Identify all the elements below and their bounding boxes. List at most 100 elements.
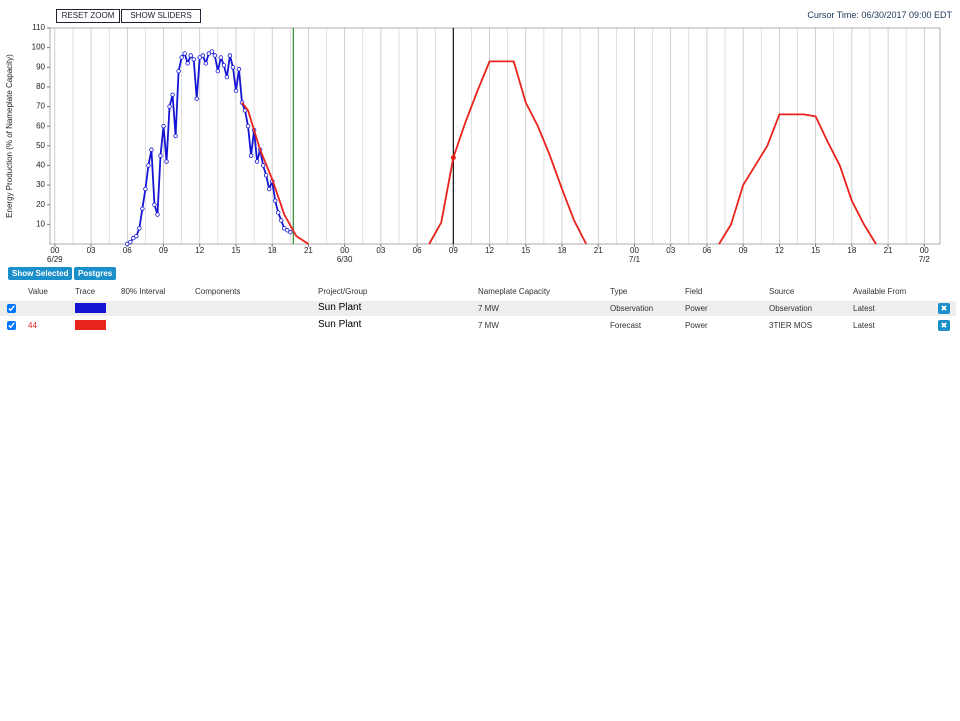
data-point (164, 159, 169, 164)
data-point (212, 53, 218, 58)
cell-project: Sun Plant (318, 302, 362, 313)
data-point (176, 68, 181, 74)
y-tick-label: 50 (36, 141, 45, 150)
plot-area (49, 27, 941, 245)
x-tick-label: 00 (50, 246, 59, 255)
row-checkbox[interactable] (7, 321, 16, 330)
data-point (149, 147, 154, 152)
data-point (197, 55, 202, 60)
y-tick-label: 70 (36, 102, 45, 111)
x-tick-label: 06 (123, 246, 132, 255)
cell-type: Observation (610, 304, 654, 313)
trace-swatch (75, 303, 106, 313)
chart: Energy Production (% of Nameplate Capaci… (5, 23, 941, 264)
x-tick-label: 15 (232, 246, 241, 255)
cursor-point (450, 155, 456, 161)
x-date-label: 6/29 (47, 255, 63, 264)
data-point (263, 173, 269, 178)
row-value: 44 (28, 321, 37, 330)
data-point (266, 186, 272, 192)
x-tick-label: 21 (594, 246, 603, 255)
data-point (279, 218, 284, 223)
cell-field: Power (685, 321, 708, 330)
data-point (221, 63, 227, 68)
x-tick-label: 15 (521, 246, 530, 255)
column-header: Components (195, 287, 241, 296)
data-point (170, 92, 175, 97)
x-tick-label: 21 (304, 246, 313, 255)
data-point (128, 239, 133, 245)
x-date-label: 7/1 (629, 255, 641, 264)
data-point (185, 61, 190, 66)
data-point (248, 153, 254, 158)
cell-source: 3TIER MOS (769, 321, 813, 330)
cursor-time: Cursor Time: 06/30/2017 09:00 EDT (807, 10, 952, 20)
data-point (230, 65, 236, 70)
y-tick-label: 60 (36, 121, 45, 130)
data-point (227, 53, 233, 58)
remove-button[interactable]: ✖ (938, 320, 950, 331)
x-tick-label: 21 (884, 246, 893, 255)
cell-capacity: 7 MW (478, 321, 499, 330)
y-tick-label: 30 (36, 180, 45, 189)
y-tick-label: 100 (32, 43, 46, 52)
row-background (0, 301, 956, 316)
column-header: Nameplate Capacity (478, 287, 551, 296)
data-point (143, 186, 148, 192)
data-point (203, 61, 208, 66)
column-header: Source (769, 287, 795, 296)
table-button[interactable]: Show Selected (8, 267, 73, 280)
x-tick-label: 12 (485, 246, 494, 255)
data-point (137, 226, 142, 231)
data-point (158, 153, 163, 158)
data-point (276, 210, 281, 215)
data-point (260, 163, 266, 168)
y-tick-label: 90 (36, 62, 45, 71)
data-point (131, 235, 136, 241)
data-point (161, 123, 166, 129)
x-tick-label: 09 (449, 246, 458, 255)
column-header: Field (685, 287, 703, 296)
x-tick-label: 15 (811, 246, 820, 255)
row-checkbox[interactable] (7, 304, 16, 313)
x-tick-label: 12 (775, 246, 784, 255)
show-sliders-button[interactable]: SHOW SLIDERS (121, 9, 201, 23)
x-tick-label: 06 (413, 246, 422, 255)
x-date-label: 7/2 (919, 255, 931, 264)
x-tick-label: 06 (702, 246, 711, 255)
x-tick-label: 03 (666, 246, 675, 255)
x-tick-label: 00 (920, 246, 929, 255)
data-point (191, 57, 196, 62)
data-point (273, 198, 278, 203)
data-point (140, 206, 145, 211)
cell-available: Latest (853, 321, 875, 330)
cell-project: Sun Plant (318, 319, 362, 330)
cell-type: Forecast (610, 321, 642, 330)
x-tick-label: 00 (630, 246, 639, 255)
x-tick-label: 18 (847, 246, 856, 255)
y-tick-label: 10 (36, 219, 45, 228)
y-tick-label: 40 (36, 161, 45, 170)
x-tick-label: 03 (87, 246, 96, 255)
table-button[interactable]: Postgres (74, 267, 117, 280)
data-point (152, 202, 157, 207)
data-point (206, 51, 211, 56)
x-tick-label: 18 (558, 246, 567, 255)
data-point (167, 104, 172, 109)
data-point (233, 88, 239, 94)
column-header: Project/Group (318, 287, 368, 296)
reset-zoom-button[interactable]: RESET ZOOM (56, 9, 120, 23)
cell-capacity: 7 MW (478, 304, 499, 313)
x-tick-label: 09 (739, 246, 748, 255)
remove-button[interactable]: ✖ (938, 303, 950, 314)
data-point (236, 67, 242, 72)
data-point (282, 226, 287, 231)
data-point (125, 241, 130, 247)
data-point (146, 163, 151, 168)
data-point (242, 108, 248, 113)
x-tick-label: 03 (376, 246, 385, 255)
column-header: Available From (853, 287, 907, 296)
data-point (188, 53, 193, 58)
cell-field: Power (685, 304, 708, 313)
